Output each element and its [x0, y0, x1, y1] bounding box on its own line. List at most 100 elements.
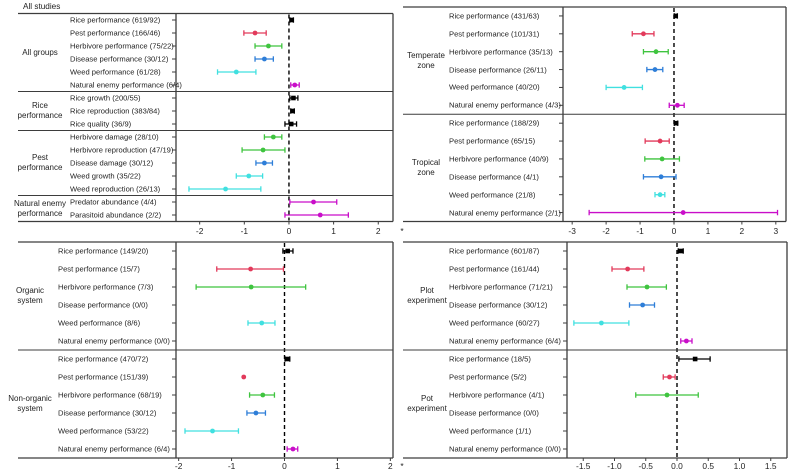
marker-square — [285, 248, 290, 254]
axis-tick-label: -2 — [174, 461, 183, 471]
marker-square — [692, 356, 698, 362]
marker-circle — [290, 446, 296, 452]
axis-tick-label: -1 — [636, 225, 644, 236]
marker-circle — [262, 160, 267, 166]
row-label: Pest performance (65/15) — [449, 136, 536, 146]
marker-circle — [644, 284, 650, 290]
axis-tick-label: 0.5 — [702, 461, 715, 471]
row-label: Herbivore performance (35/13) — [449, 47, 553, 57]
marker-circle — [253, 410, 259, 416]
marker-square — [284, 356, 290, 362]
group-label: Rice performance — [17, 101, 63, 120]
axis-tick-label: 1.5 — [764, 461, 777, 471]
row-label: Disease performance (30/12) — [449, 300, 548, 310]
axis-tick-label: 0 — [286, 225, 292, 236]
row-label: Natural enemy performance (0/0) — [58, 336, 170, 346]
axis-tick-label: 3 — [773, 225, 779, 236]
row-label: Weed performance (60/27) — [449, 318, 540, 328]
row-label: Natural enemy performance (6/4) — [58, 444, 170, 454]
axis-tick-label: 2 — [739, 225, 745, 236]
row-label: Weed performance (1/1) — [449, 426, 532, 436]
axis-tick-label: -1 — [240, 225, 249, 236]
row-label: Weed performance (61/28) — [70, 67, 161, 77]
marker-circle — [621, 85, 627, 90]
marker-circle — [259, 320, 265, 326]
row-label: Weed reproduction (26/13) — [70, 184, 161, 194]
row-label: Rice reproduction (383/84) — [70, 106, 160, 116]
marker-circle — [683, 338, 689, 344]
axis-tick-label: 2 — [388, 461, 393, 471]
axis-tick-label: 0 — [671, 225, 677, 236]
marker-square — [291, 95, 296, 101]
marker-circle — [664, 392, 670, 398]
marker-square — [673, 120, 679, 126]
marker-circle — [233, 69, 239, 75]
marker-circle — [260, 147, 266, 153]
marker-square — [289, 17, 294, 23]
row-label: Parasitoid abundance (2/2) — [70, 210, 162, 220]
row-label: Herbivore performance (40/9) — [449, 154, 549, 164]
axis-tick-label: -1 — [227, 461, 236, 471]
marker-circle — [252, 30, 258, 36]
row-label: Disease performance (30/12) — [58, 408, 157, 418]
marker-square — [290, 108, 295, 114]
marker-circle — [311, 199, 316, 205]
axis-tick-label: 1 — [335, 461, 340, 471]
axis-tick-label: 1.0 — [733, 461, 746, 471]
marker-circle — [641, 31, 646, 37]
marker-circle — [248, 284, 254, 290]
row-label: Pest performance (101/31) — [449, 29, 540, 39]
marker-circle — [266, 43, 271, 49]
group-label: Non-organic system — [8, 394, 52, 413]
row-label: Herbivore performance (71/21) — [449, 282, 553, 292]
axis-tick-label: 0 — [282, 461, 287, 471]
marker-square — [673, 13, 678, 19]
row-label: Predator abundance (4/4) — [70, 197, 157, 207]
group-label: Pot experiment — [407, 394, 447, 413]
marker-circle — [659, 156, 665, 162]
row-label: Weed performance (53/22) — [58, 426, 149, 436]
row-label: Disease performance (26/11) — [449, 65, 547, 75]
axis-suffix-asterisk: * — [400, 461, 404, 471]
group-label: Temperate zone — [407, 50, 445, 70]
marker-circle — [657, 138, 663, 144]
axis-tick-label: -1.5 — [576, 461, 591, 471]
marker-circle — [260, 392, 266, 398]
row-label: Disease performance (30/12) — [70, 54, 169, 64]
axis-tick-label: 0.0 — [671, 461, 683, 471]
axis-tick-label: -0.5 — [638, 461, 653, 471]
row-label: Herbivore damage (28/10) — [70, 132, 159, 142]
row-label: Natural enemy performance (6/4) — [70, 80, 182, 90]
marker-circle — [317, 212, 323, 218]
axis-tick-label: 1 — [705, 225, 711, 236]
marker-circle — [657, 192, 663, 198]
row-label: Natural enemy performance (6/4) — [449, 336, 561, 346]
group-label: Tropical zone — [411, 157, 441, 177]
marker-circle — [653, 49, 659, 55]
row-label: Herbivore performance (4/1) — [449, 390, 545, 400]
row-label: Rice performance (188/29) — [449, 118, 540, 128]
row-label: Weed performance (21/8) — [449, 190, 536, 200]
marker-circle — [598, 320, 604, 326]
marker-circle — [223, 186, 228, 192]
marker-square — [288, 121, 294, 127]
row-label: Natural enemy performance (2/1) — [449, 208, 561, 218]
marker-circle — [210, 428, 215, 434]
row-label: Rice performance (601/87) — [449, 246, 540, 256]
group-label: Pest performance — [17, 153, 63, 172]
row-label: Weed performance (40/20) — [449, 82, 540, 92]
row-label: Weed performance (8/6) — [58, 318, 141, 328]
group-label: Organic system — [15, 286, 45, 305]
row-label: Herbivore performance (68/19) — [58, 390, 162, 400]
marker-circle — [248, 266, 254, 272]
group-label: Plot experiment — [407, 286, 447, 305]
row-label: Rice quality (36/9) — [70, 119, 132, 129]
row-label: Rice growth (200/55) — [70, 93, 141, 103]
row-label: Pest performance (5/2) — [449, 372, 527, 382]
marker-square — [678, 248, 684, 254]
row-label: Natural enemy performance (4/3) — [449, 100, 561, 110]
row-label: Weed growth (35/22) — [70, 171, 141, 181]
row-label: Herbivore reproduction (47/19) — [70, 145, 174, 155]
axis-tick-label: 1 — [331, 225, 336, 236]
